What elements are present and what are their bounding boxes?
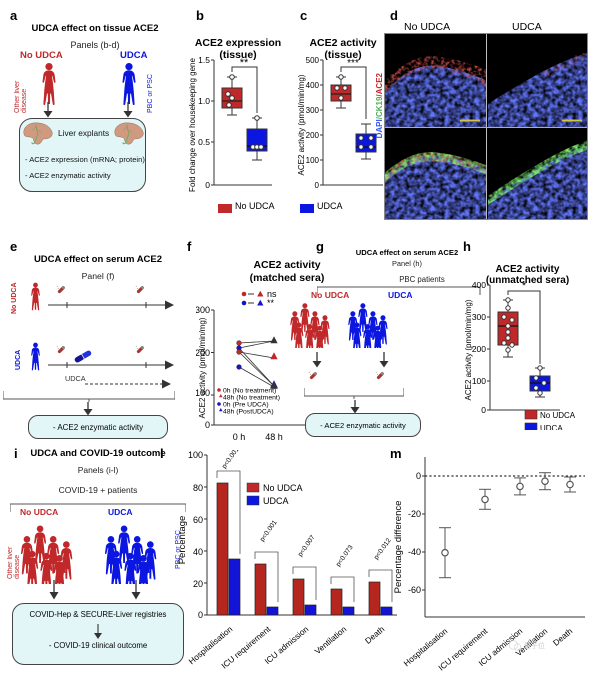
svg-text:***: *** (347, 58, 359, 69)
svg-text:48h (No treatment): 48h (No treatment) (223, 394, 280, 401)
svg-text:*: * (522, 280, 527, 292)
svg-text:0.5: 0.5 (198, 137, 210, 147)
svg-text:0: 0 (205, 180, 210, 190)
svg-text:**: ** (240, 57, 249, 69)
svg-text:300: 300 (196, 305, 210, 315)
svg-text:Percentage: Percentage (177, 516, 188, 565)
svg-text:Death: Death (551, 626, 575, 648)
svg-text:0: 0 (481, 405, 486, 415)
svg-text:**: ** (267, 298, 275, 308)
svg-text:-20: -20 (408, 509, 421, 519)
svg-text:500: 500 (306, 56, 320, 65)
svg-text:1.0: 1.0 (198, 96, 210, 106)
svg-text:20: 20 (193, 579, 203, 589)
svg-text:300: 300 (472, 312, 486, 322)
svg-text:400: 400 (472, 280, 486, 290)
svg-text:ACE2 activity (pmol/min/mg): ACE2 activity (pmol/min/mg) (464, 299, 473, 400)
svg-text:200: 200 (472, 344, 486, 354)
svg-text:p<0.001: p<0.001 (221, 450, 241, 470)
svg-text:0: 0 (198, 610, 203, 620)
svg-text:-60: -60 (408, 585, 421, 595)
svg-text:0: 0 (416, 471, 421, 481)
svg-text:60: 60 (193, 515, 203, 525)
svg-text:p<0.073: p<0.073 (335, 544, 355, 568)
svg-text:No UDCA: No UDCA (540, 411, 576, 420)
svg-text:UDCA: UDCA (263, 496, 289, 506)
svg-text:100: 100 (306, 156, 320, 165)
svg-text:-40: -40 (408, 547, 421, 557)
svg-text:p<0.007: p<0.007 (297, 534, 317, 558)
svg-text:1.5: 1.5 (198, 55, 210, 65)
svg-text:200: 200 (306, 131, 320, 140)
svg-text:Fold change over housekeepin: Fold change over housekeeping gene (188, 58, 197, 192)
svg-text:100: 100 (188, 450, 203, 460)
svg-text:48h (PostUDCA): 48h (PostUDCA) (223, 408, 274, 415)
svg-text:ACE2 activity (pmol/min/mg): ACE2 activity (pmol/min/mg) (297, 74, 306, 175)
svg-text:ACE2 activity (pmol/min/mg): ACE2 activity (pmol/min/mg) (198, 317, 207, 418)
svg-text:0: 0 (205, 420, 210, 430)
svg-text:Death: Death (363, 624, 387, 646)
svg-text:300: 300 (306, 106, 320, 115)
svg-text:0: 0 (315, 181, 320, 190)
svg-text:40: 40 (193, 547, 203, 557)
svg-text:100: 100 (472, 376, 486, 386)
svg-text:No UDCA: No UDCA (263, 483, 303, 493)
svg-text:UDCA: UDCA (540, 424, 563, 430)
svg-text:80: 80 (193, 483, 203, 493)
svg-text:0h (Pre UDCA): 0h (Pre UDCA) (223, 401, 269, 408)
svg-text:p<0.001: p<0.001 (259, 519, 279, 543)
svg-text:Ventilation: Ventilation (313, 624, 349, 657)
svg-text:Percentage difference: Percentage difference (393, 501, 404, 594)
svg-text:0h (No treatment): 0h (No treatment) (223, 387, 276, 394)
svg-text:400: 400 (306, 81, 320, 90)
